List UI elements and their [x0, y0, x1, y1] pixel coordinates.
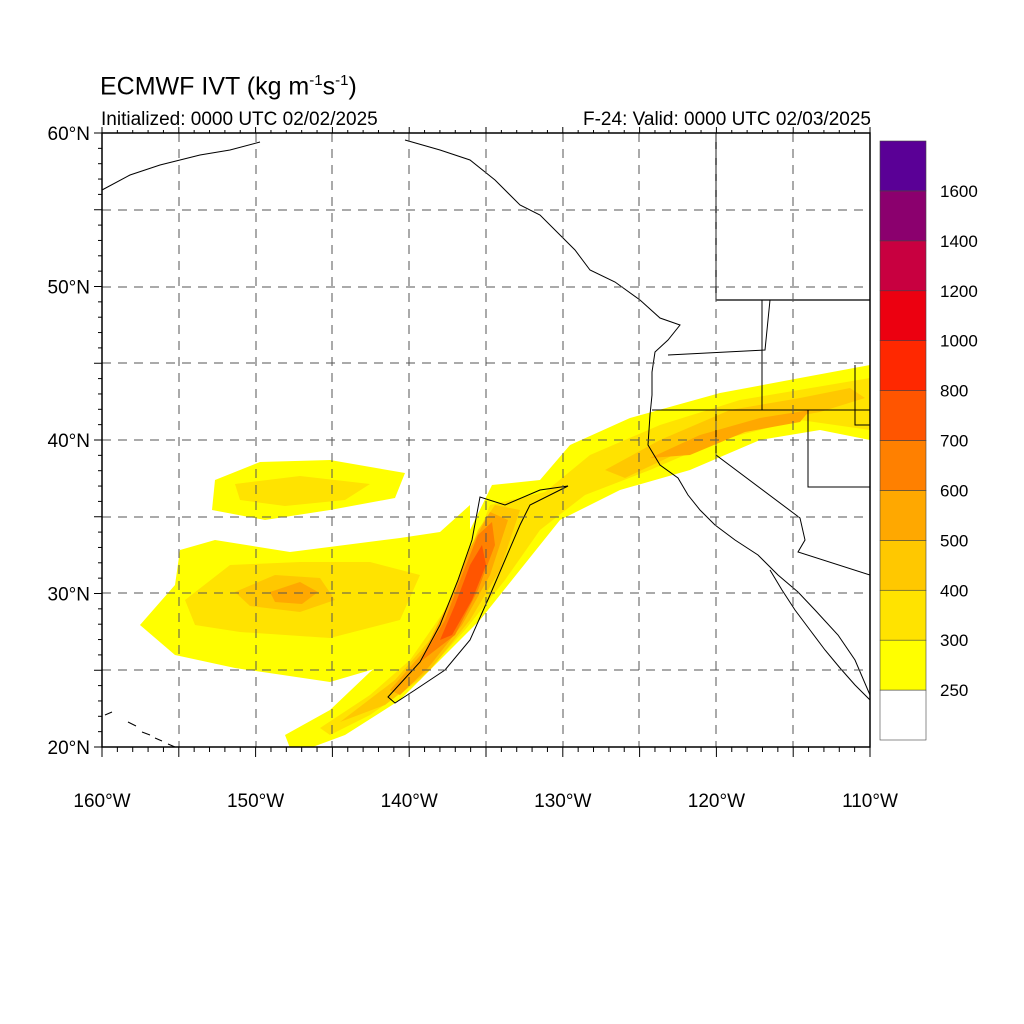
chart-title: ECMWF IVT (kg m-1s-1): [100, 72, 357, 101]
lon-label: 140°W: [381, 791, 438, 812]
border-state-ca: [715, 410, 870, 576]
border-misc: [667, 299, 870, 426]
colorbar-label: 300: [940, 631, 968, 650]
initialized-time: Initialized: 0000 UTC 02/02/2025: [101, 109, 378, 130]
coastline-north-america: [404, 139, 870, 696]
colorbar-label: 500: [940, 531, 968, 550]
ivt-river-600b: [650, 410, 810, 458]
lat-label: 60°N: [48, 124, 90, 145]
lon-label: 150°W: [227, 791, 284, 812]
latitude-labels: 60°N 50°N 40°N 30°N 20°N: [48, 124, 90, 759]
colorbar-label: 700: [940, 432, 968, 451]
colorbar-label: 250: [940, 681, 968, 700]
colorbar-bin: [879, 440, 927, 491]
colorbar: 250 300 400 500 600 700 800 1000 1200 1400 1600: [879, 140, 978, 741]
lon-label: 130°W: [534, 791, 591, 812]
colorbar-bin: [879, 390, 927, 441]
colorbar-bin: [879, 490, 927, 541]
colorbar-label: 1000: [940, 332, 978, 351]
colorbar-label: 1400: [940, 232, 978, 251]
ivt-shading: [140, 365, 870, 747]
colorbar-label: 1600: [940, 182, 978, 201]
colorbar-bin: [879, 290, 927, 341]
ivt-plume-north-400: [235, 476, 370, 506]
axis-ticks: [94, 127, 871, 757]
lat-label: 50°N: [48, 278, 90, 299]
border-state-or: [652, 300, 870, 488]
lon-label: 120°W: [688, 791, 745, 812]
coastline-baja: [769, 569, 870, 701]
islands-hawaii: [104, 711, 176, 747]
lat-label: 20°N: [48, 738, 90, 759]
colorbar-label: 1200: [940, 282, 978, 301]
lat-label: 40°N: [48, 431, 90, 452]
lat-label: 30°N: [48, 585, 90, 606]
colorbar-label: 600: [940, 481, 968, 500]
longitude-labels: 160°W 150°W 140°W 130°W 120°W 110°W: [73, 791, 898, 812]
colorbar-bin: [879, 639, 927, 691]
ivt-contour: [387, 485, 569, 704]
colorbar-bin: [879, 190, 927, 242]
colorbar-label: 800: [940, 382, 968, 401]
colorbar-bin: [879, 689, 927, 741]
lon-label: 110°W: [842, 791, 898, 812]
colorbar-bin: [879, 340, 927, 391]
colorbar-bin: [879, 540, 927, 591]
colorbar-label: 400: [940, 581, 968, 600]
colorbar-bin: [879, 240, 927, 292]
coastline-alaska: [102, 141, 261, 191]
colorbar-bin: [879, 140, 927, 192]
lon-label: 160°W: [73, 791, 130, 812]
valid-time: F-24: Valid: 0000 UTC 02/03/2025: [583, 109, 871, 130]
gridlines: [102, 133, 870, 747]
colorbar-bin: [879, 589, 927, 641]
